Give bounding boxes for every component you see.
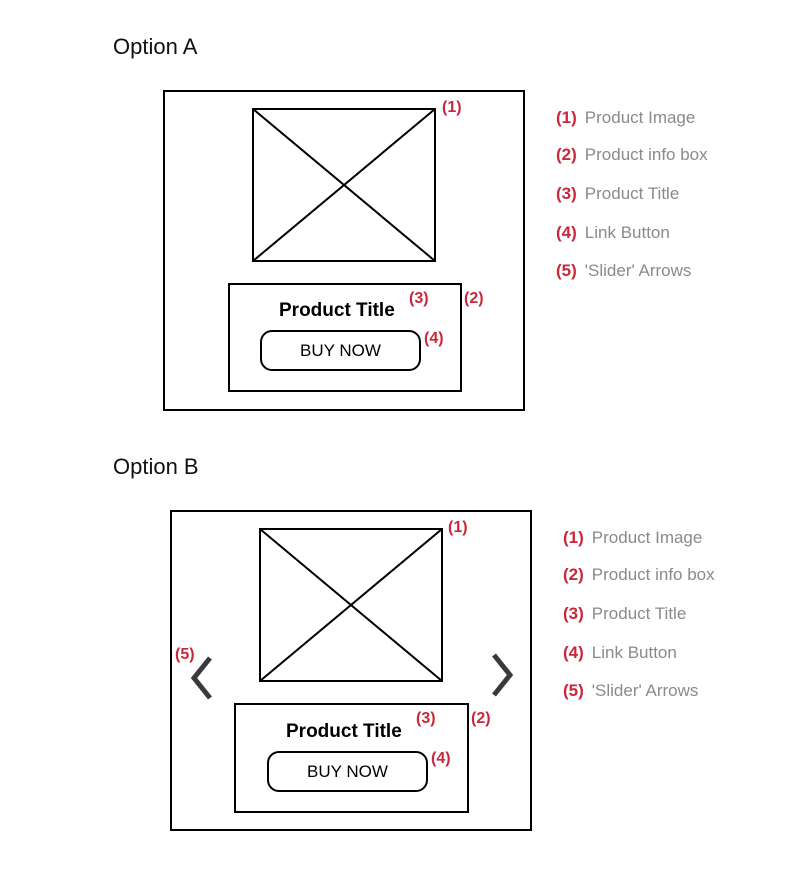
legend-label: Link Button (591, 643, 677, 662)
legend-number: (1) (556, 108, 577, 127)
option-b-title: Option B (113, 454, 199, 479)
chevron-left-icon (190, 656, 212, 700)
legend-number: (5) (556, 261, 577, 280)
option-a-marker-info-box: (2) (464, 290, 484, 307)
legend-label: Product Image (584, 108, 696, 127)
option-a-product-image (252, 108, 436, 262)
legend-row: (3) Product Title (563, 604, 686, 624)
option-a-info-box: Product Title BUY NOW (228, 283, 462, 392)
legend-row: (5) 'Slider' Arrows (563, 681, 698, 701)
legend-number: (4) (563, 643, 584, 662)
option-a-marker-title: (3) (409, 290, 429, 307)
option-b-product-image (259, 528, 443, 682)
option-b-marker-info-box: (2) (471, 710, 491, 727)
legend-label: Product Image (591, 528, 703, 547)
legend-row: (1) Product Image (556, 108, 695, 128)
legend-label: Product info box (584, 145, 708, 164)
slider-arrow-left[interactable] (189, 655, 215, 701)
legend-row: (3) Product Title (556, 184, 679, 204)
option-b-info-box: Product Title BUY NOW (234, 703, 469, 813)
image-placeholder-icon (259, 528, 443, 682)
legend-row: (2) Product info box (563, 565, 715, 585)
legend-number: (3) (556, 184, 577, 203)
option-b-marker-button: (4) (431, 750, 451, 767)
image-placeholder-icon (252, 108, 436, 262)
legend-label: 'Slider' Arrows (584, 261, 692, 280)
legend-label: Link Button (584, 223, 670, 242)
legend-number: (4) (556, 223, 577, 242)
legend-number: (2) (556, 145, 577, 164)
legend-row: (1) Product Image (563, 528, 702, 548)
option-a-title: Option A (113, 34, 198, 59)
option-b-marker-title: (3) (416, 710, 436, 727)
option-a-marker-button: (4) (424, 330, 444, 347)
legend-number: (5) (563, 681, 584, 700)
legend-label: Product info box (591, 565, 715, 584)
slider-arrow-right[interactable] (489, 652, 515, 698)
legend-number: (1) (563, 528, 584, 547)
option-b-frame: Product Title BUY NOW (170, 510, 532, 831)
legend-label: 'Slider' Arrows (591, 681, 699, 700)
legend-label: Product Title (584, 184, 680, 203)
legend-row: (2) Product info box (556, 145, 708, 165)
legend-number: (3) (563, 604, 584, 623)
option-a-buy-now-button[interactable]: BUY NOW (260, 330, 421, 371)
legend-row: (5) 'Slider' Arrows (556, 261, 691, 281)
legend-label: Product Title (591, 604, 687, 623)
legend-row: (4) Link Button (556, 223, 670, 243)
option-a-product-title: Product Title (279, 300, 395, 321)
legend-row: (4) Link Button (563, 643, 677, 663)
option-b-marker-image: (1) (448, 519, 468, 536)
option-a-frame: Product Title BUY NOW (163, 90, 525, 411)
legend-number: (2) (563, 565, 584, 584)
chevron-right-icon (492, 653, 514, 697)
option-b-product-title: Product Title (286, 721, 402, 742)
option-b-buy-now-button[interactable]: BUY NOW (267, 751, 428, 792)
option-b-marker-arrows: (5) (175, 646, 195, 663)
option-a-marker-image: (1) (442, 99, 462, 116)
